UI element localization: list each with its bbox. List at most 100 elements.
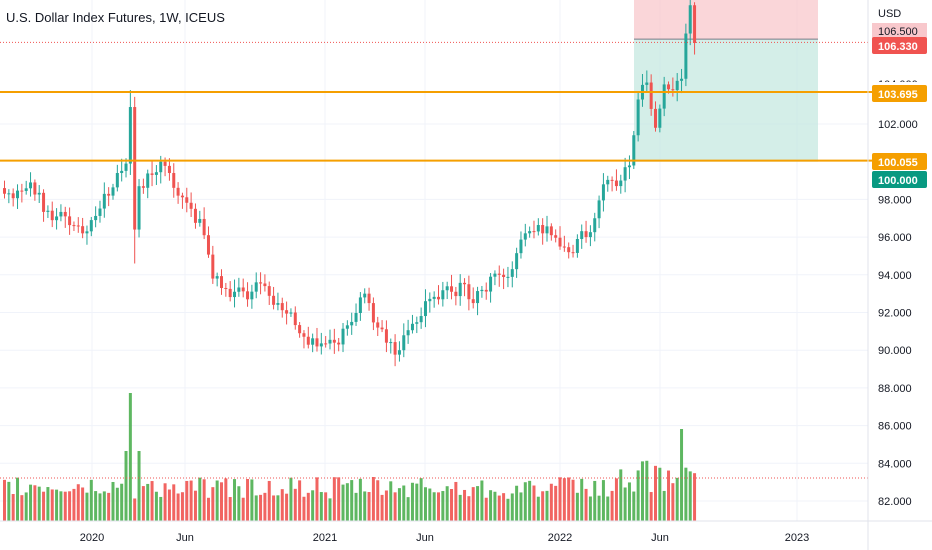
candle-body xyxy=(163,161,167,166)
candle-body xyxy=(506,276,510,278)
volume-bar xyxy=(72,488,76,521)
volume-bar xyxy=(120,483,124,521)
candle-body xyxy=(337,342,341,345)
candle-body xyxy=(445,286,449,291)
volume-bar xyxy=(98,493,102,521)
volume-bar xyxy=(137,451,141,521)
candle-body xyxy=(584,231,588,238)
candle-body xyxy=(515,253,519,270)
candle-body xyxy=(50,210,54,221)
candle-body xyxy=(458,282,462,297)
candle-body xyxy=(684,33,688,79)
candle-body xyxy=(298,325,302,334)
candle-body xyxy=(680,78,684,81)
candle-body xyxy=(367,293,371,304)
candle-body xyxy=(489,276,493,292)
candle-body xyxy=(632,135,636,166)
candle-body xyxy=(24,188,28,191)
candle-body xyxy=(593,218,597,233)
candle-body xyxy=(415,322,419,324)
volume-bar xyxy=(16,477,20,521)
volume-bar xyxy=(619,469,623,521)
candle-body xyxy=(419,316,423,323)
price-tag-target[interactable]: 100.000 xyxy=(872,171,927,188)
volume-bar xyxy=(376,480,380,521)
candle-body xyxy=(211,254,215,279)
volume-bar xyxy=(506,498,510,521)
svg-text:100.000: 100.000 xyxy=(878,175,918,187)
candle-body xyxy=(549,226,553,236)
volume-bar xyxy=(471,487,475,521)
candle-body xyxy=(289,312,293,314)
volume-bar xyxy=(502,493,506,521)
candle-body xyxy=(220,276,223,288)
volume-bar xyxy=(233,479,237,521)
candle-body xyxy=(528,231,532,234)
candle-body xyxy=(16,190,20,199)
candle-body xyxy=(133,107,137,230)
volume-bar xyxy=(580,478,584,521)
candle-body xyxy=(328,339,332,344)
volume-bar xyxy=(46,487,50,521)
volume-bar xyxy=(107,492,111,521)
candle-body xyxy=(662,84,666,109)
volume-bar xyxy=(532,485,536,521)
candle-body xyxy=(397,350,401,355)
price-tag-lower-level[interactable]: 100.055 xyxy=(872,153,927,170)
x-tick-label: 2020 xyxy=(80,532,104,544)
y-tick-label: 98.000 xyxy=(878,194,912,206)
candle-body xyxy=(463,282,467,285)
price-tag-upper-level[interactable]: 103.695 xyxy=(872,85,927,102)
volume-bar xyxy=(380,494,384,521)
candle-body xyxy=(263,283,267,287)
volume-bar xyxy=(614,478,618,521)
volume-bar xyxy=(167,489,171,521)
candle-body xyxy=(98,208,102,216)
x-tick-label: 2021 xyxy=(313,532,337,544)
candle-body xyxy=(68,216,72,226)
volume-bar xyxy=(688,471,692,521)
volume-bar xyxy=(246,479,250,521)
volume-bar xyxy=(606,496,610,521)
volume-bar xyxy=(588,496,592,521)
y-tick-label: 92.000 xyxy=(878,308,912,320)
volume-bar xyxy=(493,491,497,521)
volume-bar xyxy=(94,491,98,521)
volume-bar xyxy=(536,496,540,521)
volume-bar xyxy=(367,492,371,521)
chart-title: U.S. Dollar Index Futures, 1W, ICEUS xyxy=(6,10,225,25)
volume-bar xyxy=(680,429,684,521)
volume-bar xyxy=(224,478,228,521)
candle-body xyxy=(363,293,367,298)
candle-body xyxy=(588,232,592,238)
candle-body xyxy=(76,225,80,227)
candle-body xyxy=(562,246,566,248)
volume-bar xyxy=(610,490,614,521)
candle-body xyxy=(389,342,393,344)
candle-body xyxy=(85,231,89,234)
candle-body xyxy=(502,274,506,278)
volume-bar xyxy=(671,483,675,521)
volume-bar xyxy=(263,492,267,521)
volume-bar xyxy=(124,451,128,521)
volume-bar xyxy=(55,489,59,521)
candle-body xyxy=(81,226,85,234)
profit-zone xyxy=(634,39,818,162)
candle-body xyxy=(450,286,454,292)
candle-body xyxy=(432,296,436,299)
candle-body xyxy=(467,284,471,300)
candle-body xyxy=(254,282,258,292)
candle-body xyxy=(406,330,410,336)
volume-bar xyxy=(437,492,440,521)
volume-bar xyxy=(567,477,571,521)
candle-body xyxy=(176,187,180,196)
price-tag-last[interactable]: 106.330 xyxy=(872,37,927,54)
candle-body xyxy=(137,186,141,230)
candle-body xyxy=(358,297,362,314)
volume-bar xyxy=(389,481,393,521)
volume-bar xyxy=(575,492,579,521)
candle-body xyxy=(601,184,605,201)
candle-body xyxy=(72,225,76,227)
